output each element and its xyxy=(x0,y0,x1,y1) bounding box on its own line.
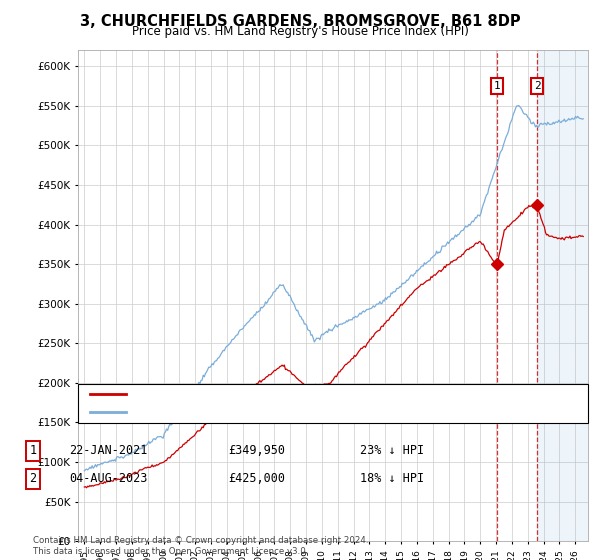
Text: 1: 1 xyxy=(494,81,500,91)
Text: 1: 1 xyxy=(29,444,37,458)
Text: 2: 2 xyxy=(29,472,37,486)
Text: 3, CHURCHFIELDS GARDENS, BROMSGROVE, B61 8DP: 3, CHURCHFIELDS GARDENS, BROMSGROVE, B61… xyxy=(80,14,520,29)
Text: Price paid vs. HM Land Registry's House Price Index (HPI): Price paid vs. HM Land Registry's House … xyxy=(131,25,469,38)
Text: £425,000: £425,000 xyxy=(228,472,285,486)
Text: 04-AUG-2023: 04-AUG-2023 xyxy=(69,472,148,486)
Text: Contains HM Land Registry data © Crown copyright and database right 2024.
This d: Contains HM Land Registry data © Crown c… xyxy=(33,536,368,556)
Text: 2: 2 xyxy=(534,81,541,91)
Text: £349,950: £349,950 xyxy=(228,444,285,458)
Text: 23% ↓ HPI: 23% ↓ HPI xyxy=(360,444,424,458)
Text: HPI: Average price, detached house, Bromsgrove: HPI: Average price, detached house, Brom… xyxy=(135,407,391,417)
Text: 18% ↓ HPI: 18% ↓ HPI xyxy=(360,472,424,486)
Text: 22-JAN-2021: 22-JAN-2021 xyxy=(69,444,148,458)
Bar xyxy=(537,50,591,541)
Text: 3, CHURCHFIELDS GARDENS, BROMSGROVE, B61 8DP (detached house): 3, CHURCHFIELDS GARDENS, BROMSGROVE, B61… xyxy=(135,389,511,399)
